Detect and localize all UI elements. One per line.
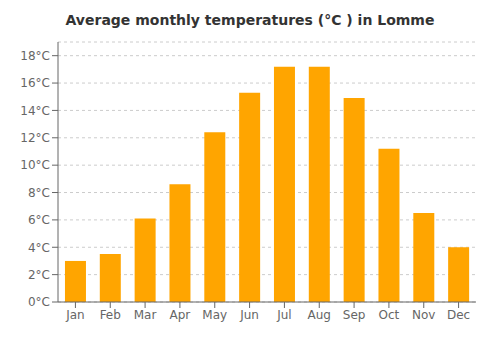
svg-text:4°C: 4°C <box>28 241 50 255</box>
svg-text:8°C: 8°C <box>28 186 50 200</box>
svg-text:14°C: 14°C <box>20 104 50 118</box>
svg-text:6°C: 6°C <box>28 213 50 227</box>
svg-text:May: May <box>202 308 227 322</box>
svg-text:Sep: Sep <box>343 308 366 322</box>
svg-text:Jul: Jul <box>276 308 291 322</box>
svg-text:2°C: 2°C <box>28 268 50 282</box>
svg-text:10°C: 10°C <box>20 158 50 172</box>
svg-text:Dec: Dec <box>447 308 470 322</box>
svg-text:Jan: Jan <box>65 308 85 322</box>
svg-text:0°C: 0°C <box>28 295 50 309</box>
svg-text:16°C: 16°C <box>20 76 50 90</box>
svg-text:Nov: Nov <box>412 308 435 322</box>
svg-text:Oct: Oct <box>379 308 400 322</box>
svg-text:12°C: 12°C <box>20 131 50 145</box>
svg-text:Apr: Apr <box>170 308 191 322</box>
svg-text:Feb: Feb <box>100 308 121 322</box>
svg-text:Aug: Aug <box>308 308 331 322</box>
svg-text:18°C: 18°C <box>20 49 50 63</box>
html-text:Average monthly temperatures (: Average monthly temperatures (°C ) in Lo… <box>65 12 435 28</box>
svg-text:Mar: Mar <box>134 308 157 322</box>
svg-text:Jun: Jun <box>239 308 259 322</box>
